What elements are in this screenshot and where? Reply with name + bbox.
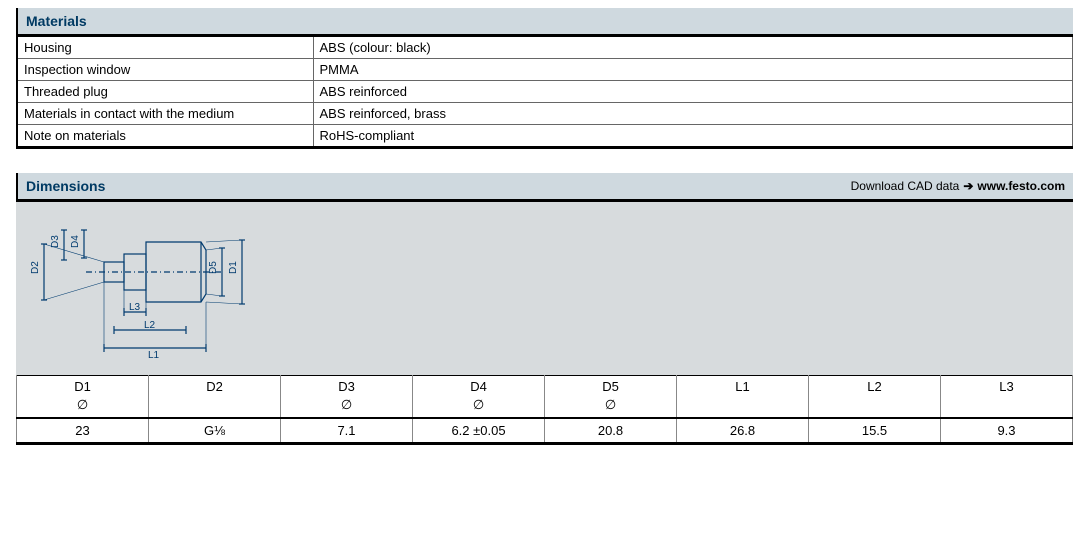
- materials-label: Inspection window: [17, 59, 313, 81]
- dim-value: G⅛: [149, 418, 281, 444]
- table-row: Inspection window PMMA: [17, 59, 1073, 81]
- materials-label: Threaded plug: [17, 81, 313, 103]
- dim-value: 7.1: [281, 418, 413, 444]
- label-d1: D1: [228, 261, 239, 274]
- download-url: www.festo.com: [977, 179, 1065, 193]
- dim-col-symbol: [941, 397, 1073, 418]
- dim-value: 9.3: [941, 418, 1073, 444]
- materials-label: Note on materials: [17, 125, 313, 148]
- materials-label: Materials in contact with the medium: [17, 103, 313, 125]
- arrow-right-icon: ➔: [963, 179, 973, 193]
- download-cad-link[interactable]: Download CAD data ➔ www.festo.com: [851, 179, 1065, 193]
- dim-col-name: D2: [149, 376, 281, 398]
- dimensions-diagram-panel: D2 D3 D4 D5 D1 L3 L2 L1: [16, 199, 1073, 375]
- table-row: ∅ ∅ ∅ ∅: [17, 397, 1073, 418]
- label-d3: D3: [50, 235, 61, 248]
- dim-col-name: D1: [17, 376, 149, 398]
- dimensions-table: D1 D2 D3 D4 D5 L1 L2 L3 ∅ ∅ ∅ ∅ 23 G⅛ 7.…: [16, 375, 1073, 445]
- label-l1: L1: [148, 350, 160, 361]
- dim-col-name: L1: [677, 376, 809, 398]
- table-row: D1 D2 D3 D4 D5 L1 L2 L3: [17, 376, 1073, 398]
- dim-col-name: D3: [281, 376, 413, 398]
- dimensions-title: Dimensions: [26, 178, 105, 194]
- dim-col-symbol: [809, 397, 941, 418]
- dim-col-name: L2: [809, 376, 941, 398]
- dim-col-symbol: [677, 397, 809, 418]
- dim-col-name: D5: [545, 376, 677, 398]
- dim-col-symbol: ∅: [413, 397, 545, 418]
- dim-col-symbol: ∅: [281, 397, 413, 418]
- dim-col-symbol: [149, 397, 281, 418]
- materials-value: ABS (colour: black): [313, 36, 1073, 59]
- dimension-diagram: D2 D3 D4 D5 D1 L3 L2 L1: [26, 212, 266, 362]
- label-d4: D4: [70, 235, 81, 248]
- dim-value: 26.8: [677, 418, 809, 444]
- dim-value: 15.5: [809, 418, 941, 444]
- dim-col-name: L3: [941, 376, 1073, 398]
- dim-col-name: D4: [413, 376, 545, 398]
- dimensions-header: Dimensions Download CAD data ➔ www.festo…: [16, 173, 1073, 199]
- dim-value: 23: [17, 418, 149, 444]
- download-text: Download CAD data: [851, 179, 960, 193]
- label-d2: D2: [30, 261, 41, 274]
- materials-label: Housing: [17, 36, 313, 59]
- materials-value: ABS reinforced: [313, 81, 1073, 103]
- materials-value: RoHS-compliant: [313, 125, 1073, 148]
- dim-value: 6.2 ±0.05: [413, 418, 545, 444]
- label-l3: L3: [129, 302, 141, 313]
- materials-value: PMMA: [313, 59, 1073, 81]
- table-row: Materials in contact with the medium ABS…: [17, 103, 1073, 125]
- table-row: Housing ABS (colour: black): [17, 36, 1073, 59]
- table-row: Note on materials RoHS-compliant: [17, 125, 1073, 148]
- materials-header: Materials: [16, 8, 1073, 34]
- label-l2: L2: [144, 320, 156, 331]
- dimensions-section: Dimensions Download CAD data ➔ www.festo…: [16, 173, 1073, 445]
- dim-col-symbol: ∅: [545, 397, 677, 418]
- dim-col-symbol: ∅: [17, 397, 149, 418]
- materials-value: ABS reinforced, brass: [313, 103, 1073, 125]
- materials-title: Materials: [26, 13, 87, 29]
- table-row: 23 G⅛ 7.1 6.2 ±0.05 20.8 26.8 15.5 9.3: [17, 418, 1073, 444]
- table-row: Threaded plug ABS reinforced: [17, 81, 1073, 103]
- dim-value: 20.8: [545, 418, 677, 444]
- label-d5: D5: [208, 261, 219, 274]
- materials-section: Materials Housing ABS (colour: black) In…: [16, 8, 1073, 149]
- materials-table: Housing ABS (colour: black) Inspection w…: [16, 34, 1073, 149]
